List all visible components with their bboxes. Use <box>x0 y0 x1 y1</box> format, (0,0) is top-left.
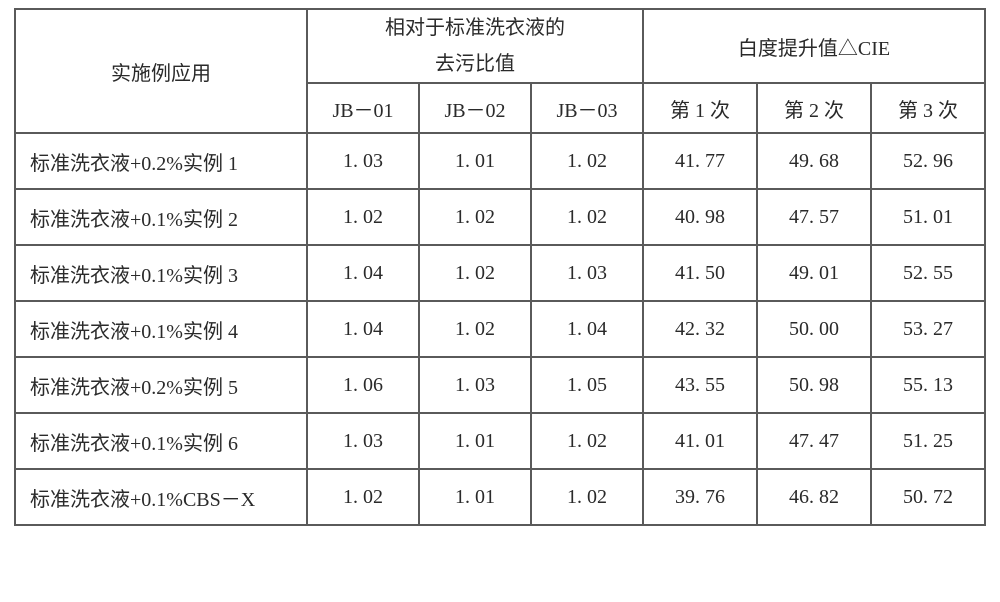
row-label: 标准洗衣液+0.1%实例 4 <box>15 301 307 357</box>
cell: 55. 13 <box>871 357 985 413</box>
row-label: 标准洗衣液+0.1%实例 3 <box>15 245 307 301</box>
header-sub2: JB－02 <box>419 83 531 133</box>
cell: 1. 06 <box>307 357 419 413</box>
header-sub6: 第 3 次 <box>871 83 985 133</box>
cell: 49. 01 <box>757 245 871 301</box>
cell: 1. 04 <box>531 301 643 357</box>
data-table: 实施例应用 相对于标准洗衣液的 去污比值 白度提升值△CIE JB－01 JB－… <box>14 8 986 526</box>
cell: 41. 77 <box>643 133 757 189</box>
table-header-row-1: 实施例应用 相对于标准洗衣液的 去污比值 白度提升值△CIE <box>15 9 985 83</box>
cell: 41. 50 <box>643 245 757 301</box>
cell: 1. 02 <box>307 189 419 245</box>
cell: 49. 68 <box>757 133 871 189</box>
header-sub5: 第 2 次 <box>757 83 871 133</box>
row-label: 标准洗衣液+0.2%实例 5 <box>15 357 307 413</box>
cell: 1. 04 <box>307 301 419 357</box>
cell: 47. 57 <box>757 189 871 245</box>
cell: 50. 00 <box>757 301 871 357</box>
cell: 39. 76 <box>643 469 757 525</box>
cell: 1. 02 <box>531 469 643 525</box>
cell: 1. 03 <box>307 413 419 469</box>
row-label: 标准洗衣液+0.1%实例 6 <box>15 413 307 469</box>
table-row: 标准洗衣液+0.1%实例 4 1. 04 1. 02 1. 04 42. 32 … <box>15 301 985 357</box>
table-row: 标准洗衣液+0.2%实例 5 1. 06 1. 03 1. 05 43. 55 … <box>15 357 985 413</box>
cell: 51. 25 <box>871 413 985 469</box>
cell: 43. 55 <box>643 357 757 413</box>
cell: 40. 98 <box>643 189 757 245</box>
table-row: 标准洗衣液+0.1%实例 2 1. 02 1. 02 1. 02 40. 98 … <box>15 189 985 245</box>
cell: 1. 02 <box>419 301 531 357</box>
cell: 1. 02 <box>419 189 531 245</box>
cell: 1. 02 <box>531 189 643 245</box>
cell: 1. 02 <box>307 469 419 525</box>
cell: 52. 55 <box>871 245 985 301</box>
cell: 1. 02 <box>419 245 531 301</box>
cell: 1. 01 <box>419 413 531 469</box>
row-label: 标准洗衣液+0.1%实例 2 <box>15 189 307 245</box>
header-group1-line1: 相对于标准洗衣液的 <box>316 10 634 46</box>
header-group1-line2: 去污比值 <box>316 46 634 82</box>
cell: 41. 01 <box>643 413 757 469</box>
table-row: 标准洗衣液+0.1%实例 6 1. 03 1. 01 1. 02 41. 01 … <box>15 413 985 469</box>
cell: 1. 03 <box>531 245 643 301</box>
table-row: 标准洗衣液+0.2%实例 1 1. 03 1. 01 1. 02 41. 77 … <box>15 133 985 189</box>
cell: 47. 47 <box>757 413 871 469</box>
cell: 1. 04 <box>307 245 419 301</box>
table-row: 标准洗衣液+0.1%CBS－X 1. 02 1. 01 1. 02 39. 76… <box>15 469 985 525</box>
cell: 50. 98 <box>757 357 871 413</box>
header-sub1: JB－01 <box>307 83 419 133</box>
cell: 1. 01 <box>419 133 531 189</box>
cell: 53. 27 <box>871 301 985 357</box>
header-sub3: JB－03 <box>531 83 643 133</box>
cell: 1. 03 <box>419 357 531 413</box>
table-row: 标准洗衣液+0.1%实例 3 1. 04 1. 02 1. 03 41. 50 … <box>15 245 985 301</box>
cell: 52. 96 <box>871 133 985 189</box>
row-label: 标准洗衣液+0.1%CBS－X <box>15 469 307 525</box>
header-group1: 相对于标准洗衣液的 去污比值 <box>307 9 643 83</box>
cell: 50. 72 <box>871 469 985 525</box>
cell: 1. 02 <box>531 413 643 469</box>
data-table-container: 实施例应用 相对于标准洗衣液的 去污比值 白度提升值△CIE JB－01 JB－… <box>0 0 1000 534</box>
cell: 1. 01 <box>419 469 531 525</box>
header-group2: 白度提升值△CIE <box>643 9 985 83</box>
header-col1: 实施例应用 <box>15 9 307 133</box>
cell: 1. 02 <box>531 133 643 189</box>
cell: 1. 05 <box>531 357 643 413</box>
header-sub4: 第 1 次 <box>643 83 757 133</box>
cell: 51. 01 <box>871 189 985 245</box>
cell: 42. 32 <box>643 301 757 357</box>
row-label: 标准洗衣液+0.2%实例 1 <box>15 133 307 189</box>
cell: 1. 03 <box>307 133 419 189</box>
cell: 46. 82 <box>757 469 871 525</box>
